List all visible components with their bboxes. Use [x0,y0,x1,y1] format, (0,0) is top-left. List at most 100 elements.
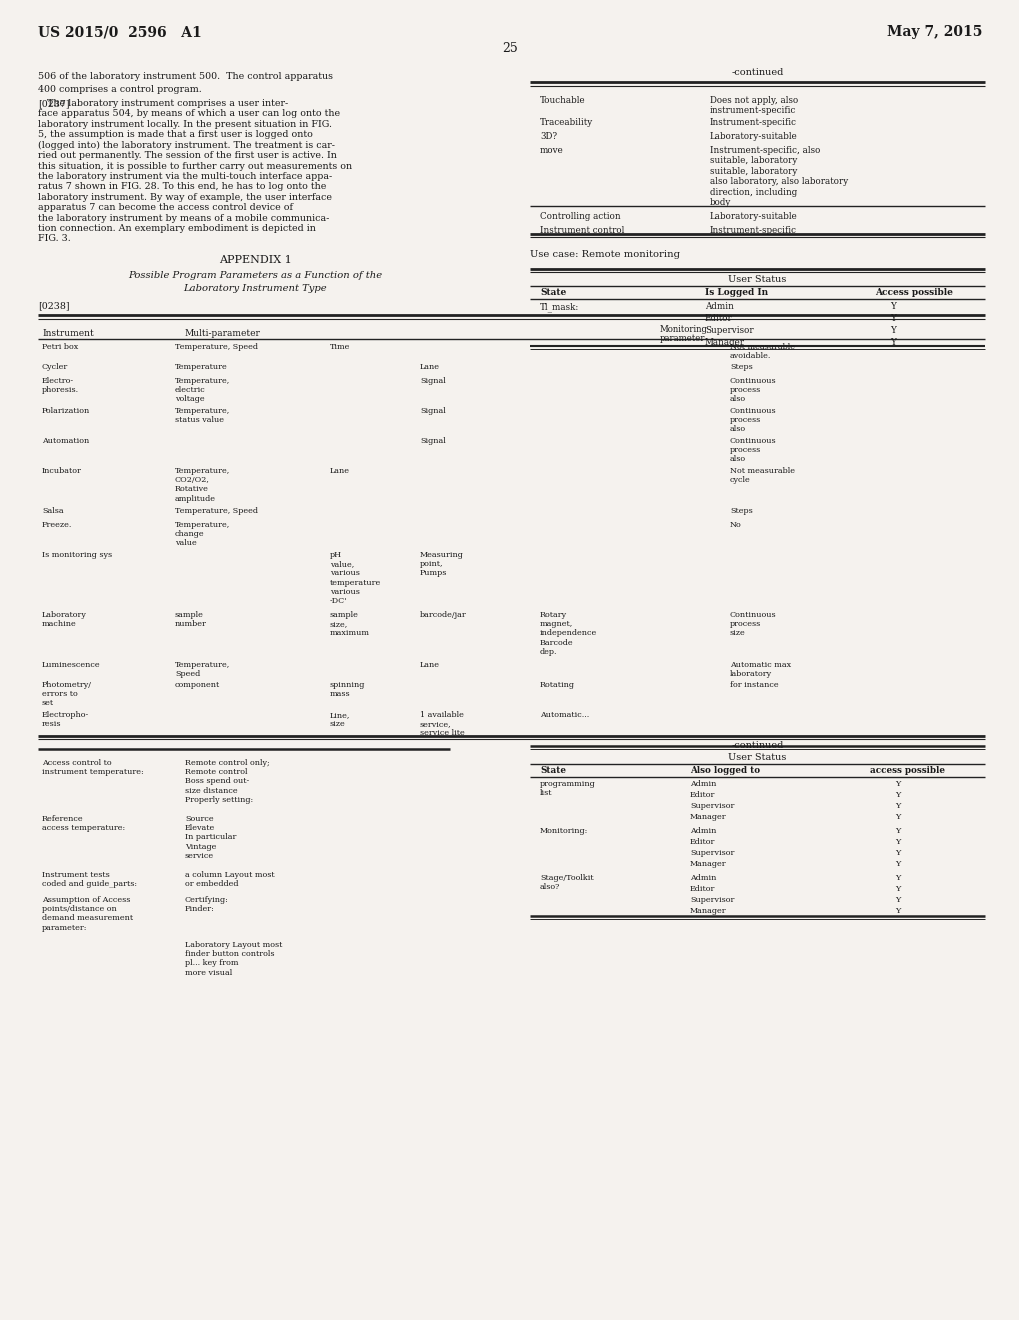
Text: Temperature, Speed: Temperature, Speed [175,343,258,351]
Text: Manager: Manager [689,907,726,915]
Text: May 7, 2015: May 7, 2015 [886,25,981,40]
Text: Laboratory Instrument Type: Laboratory Instrument Type [183,284,326,293]
Text: Editor: Editor [704,314,732,323]
Text: Y: Y [894,884,900,894]
Text: Laboratory-suitable: Laboratory-suitable [709,213,797,220]
Text: Y: Y [894,803,900,810]
Text: State: State [539,766,566,775]
Text: barcode/jar: barcode/jar [420,611,467,619]
Text: Editor: Editor [689,791,714,799]
Text: Supervisor: Supervisor [689,849,734,857]
Text: Laboratory
machine: Laboratory machine [42,611,87,628]
Text: Not measurable
cycle: Not measurable cycle [730,467,794,484]
Text: access possible: access possible [869,766,944,775]
Text: Y: Y [890,314,895,323]
Text: component: component [175,681,220,689]
Text: APPENDIX 1: APPENDIX 1 [218,255,291,265]
Text: programming
list: programming list [539,780,595,797]
Text: Electro-
phoresis.: Electro- phoresis. [42,378,79,395]
Text: Instrument-specific: Instrument-specific [709,226,796,235]
Text: Is Logged In: Is Logged In [704,288,767,297]
Text: 400 comprises a control program.: 400 comprises a control program. [38,84,202,94]
Text: Stage/Toolkit
also?: Stage/Toolkit also? [539,874,593,891]
Text: Freeze.: Freeze. [42,521,72,529]
Text: Incubator: Incubator [42,467,82,475]
Text: Y: Y [894,874,900,882]
Text: Temperature,
electric
voltage: Temperature, electric voltage [175,378,230,404]
Text: Assumption of Access
points/distance on
demand measurement
parameter:: Assumption of Access points/distance on … [42,896,133,932]
Text: Line,
size: Line, size [330,711,351,729]
Text: move: move [539,147,564,154]
Text: parameter: parameter [659,334,705,343]
Text: Cycler: Cycler [42,363,68,371]
Text: Y: Y [894,849,900,857]
Text: Measuring
point,
Pumps: Measuring point, Pumps [420,550,464,577]
Text: sample
number: sample number [175,611,207,628]
Text: Temperature,
status value: Temperature, status value [175,407,230,424]
Text: Salsa: Salsa [42,507,63,515]
Text: Luminescence: Luminescence [42,661,101,669]
Text: Supervisor: Supervisor [689,803,734,810]
Text: Polarization: Polarization [42,407,90,414]
Text: Y: Y [894,896,900,904]
Text: Is monitoring sys: Is monitoring sys [42,550,112,558]
Text: Steps: Steps [730,363,752,371]
Text: 506 of the laboratory instrument 500.  The control apparatus: 506 of the laboratory instrument 500. Th… [38,73,332,81]
Text: Laboratory Layout most
finder button controls
pl... key from
more visual: Laboratory Layout most finder button con… [184,941,282,977]
Text: Touchable: Touchable [539,96,585,106]
Text: Source
Elevate
In particular
Vintage
service: Source Elevate In particular Vintage ser… [184,814,236,859]
Text: Signal: Signal [420,407,445,414]
Text: Traceability: Traceability [539,117,593,127]
Text: Y: Y [894,838,900,846]
Text: spinning
mass: spinning mass [330,681,365,698]
Text: Y: Y [890,338,895,347]
Text: Admin: Admin [689,780,715,788]
Text: Automatic max
laboratory: Automatic max laboratory [730,661,791,678]
Text: Certifying:
Finder:: Certifying: Finder: [184,896,228,913]
Text: Multi-parameter: Multi-parameter [184,329,261,338]
Text: 3D?: 3D? [539,132,556,141]
Text: Y: Y [894,813,900,821]
Text: Laboratory-suitable: Laboratory-suitable [709,132,797,141]
Text: Y: Y [894,861,900,869]
Text: Supervisor: Supervisor [704,326,753,335]
Text: Temperature: Temperature [175,363,227,371]
Text: Also logged to: Also logged to [689,766,759,775]
Text: Manager: Manager [704,338,744,347]
Text: Remote control only;
Remote control
Boss spend out-
size distance
Properly setti: Remote control only; Remote control Boss… [184,759,269,804]
Text: [0238]: [0238] [38,301,69,310]
Text: Manager: Manager [689,813,726,821]
Text: Supervisor: Supervisor [689,896,734,904]
Text: The laboratory instrument comprises a user inter-
face apparatus 504, by means o: The laboratory instrument comprises a us… [38,99,352,243]
Text: 1 available
service,
service lite: 1 available service, service lite [420,711,465,738]
Text: -continued: -continued [731,69,783,77]
Text: sample
size,
maximum: sample size, maximum [330,611,370,638]
Text: Electropho-
resis: Electropho- resis [42,711,90,729]
Text: Y: Y [890,326,895,335]
Text: Continuous
process
also: Continuous process also [730,378,775,404]
Text: Admin: Admin [704,302,733,312]
Text: Temperature,
CO2/O2,
Rotative
amplitude: Temperature, CO2/O2, Rotative amplitude [175,467,230,503]
Text: Manager: Manager [689,861,726,869]
Text: Temperature, Speed: Temperature, Speed [175,507,258,515]
Text: Admin: Admin [689,828,715,836]
Text: Steps: Steps [730,507,752,515]
Text: Lane: Lane [420,363,439,371]
Text: Lane: Lane [330,467,350,475]
Text: Admin: Admin [689,874,715,882]
Text: -continued: -continued [731,741,783,750]
Text: Lane: Lane [420,661,439,669]
Text: Y: Y [894,828,900,836]
Text: [0237]: [0237] [38,99,69,108]
Text: Instrument: Instrument [42,329,94,338]
Text: a column Layout most
or embedded: a column Layout most or embedded [184,871,274,888]
Text: Monitoring: Monitoring [659,325,707,334]
Text: Does not apply, also
instrument-specific: Does not apply, also instrument-specific [709,96,798,115]
Text: Continuous
process
also: Continuous process also [730,407,775,433]
Text: Signal: Signal [420,437,445,445]
Text: pH
value,
various
temperature
various
-DC': pH value, various temperature various -D… [330,550,381,605]
Text: Not measurable
avoidable.: Not measurable avoidable. [730,343,794,360]
Text: Signal: Signal [420,378,445,385]
Text: Y: Y [890,302,895,312]
Text: US 2015/0  2596   A1: US 2015/0 2596 A1 [38,25,202,40]
